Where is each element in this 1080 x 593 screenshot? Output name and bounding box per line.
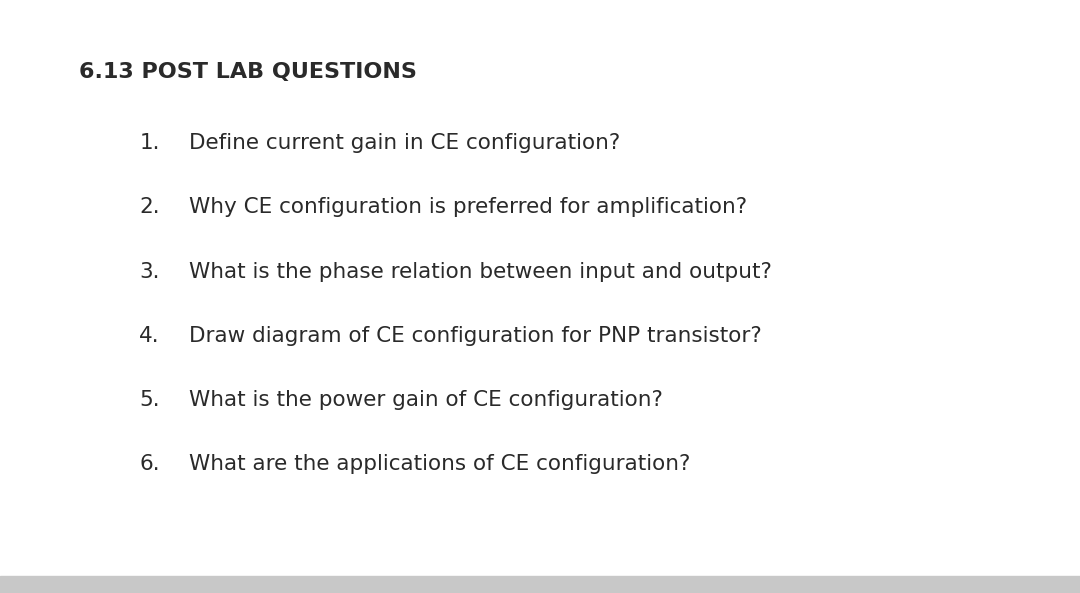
Text: 3.: 3. (139, 262, 160, 282)
Text: 1.: 1. (139, 133, 160, 154)
Text: What is the power gain of CE configuration?: What is the power gain of CE configurati… (189, 390, 663, 410)
Text: 5.: 5. (139, 390, 160, 410)
Text: Why CE configuration is preferred for amplification?: Why CE configuration is preferred for am… (189, 197, 747, 218)
Text: 6.13 POST LAB QUESTIONS: 6.13 POST LAB QUESTIONS (79, 62, 417, 82)
Text: What is the phase relation between input and output?: What is the phase relation between input… (189, 262, 772, 282)
Text: Draw diagram of CE configuration for PNP transistor?: Draw diagram of CE configuration for PNP… (189, 326, 761, 346)
Bar (0, 576, 1080, 593)
Text: 4.: 4. (139, 326, 160, 346)
Text: 2.: 2. (139, 197, 160, 218)
Text: 6.: 6. (139, 454, 160, 474)
Text: What are the applications of CE configuration?: What are the applications of CE configur… (189, 454, 690, 474)
Text: Define current gain in CE configuration?: Define current gain in CE configuration? (189, 133, 620, 154)
